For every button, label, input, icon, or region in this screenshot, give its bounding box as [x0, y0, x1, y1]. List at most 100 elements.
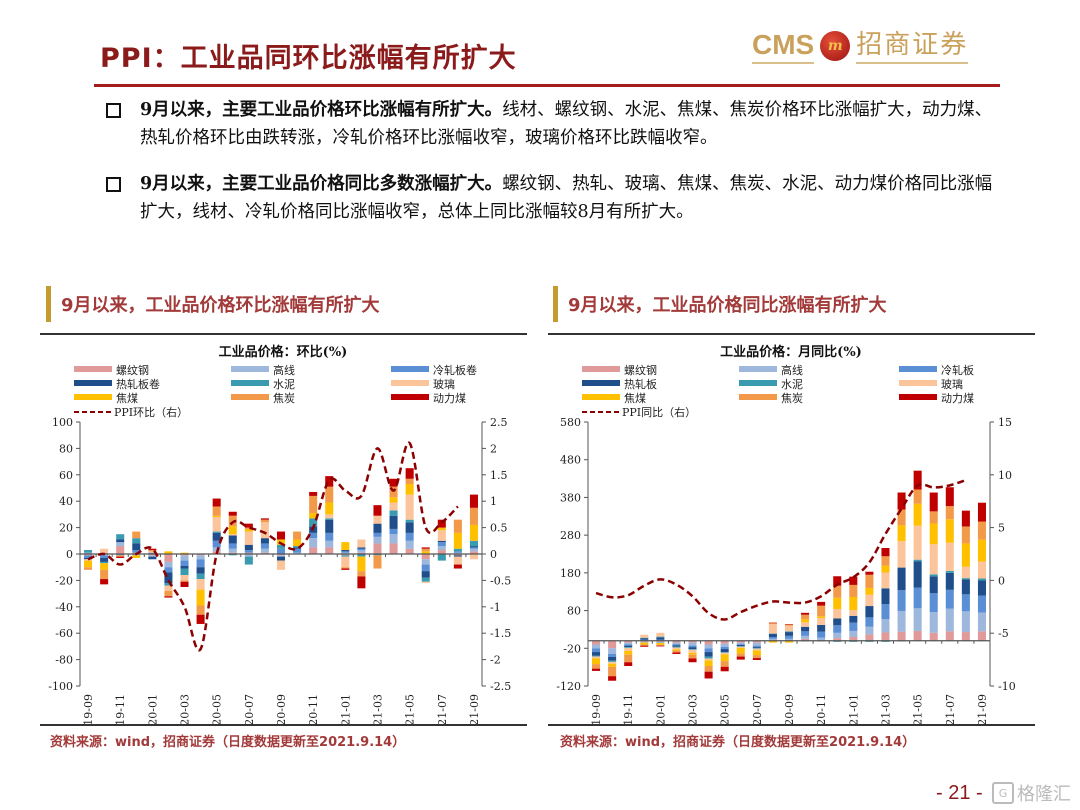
panel-heading-left: 9月以来，工业品价格环比涨幅有所扩大: [46, 286, 380, 322]
bar-segment: [736, 640, 745, 643]
bar-segment: [309, 547, 318, 554]
y-tick-label: -60: [55, 627, 73, 640]
bar-segment: [768, 622, 777, 624]
bar-segment: [817, 637, 826, 640]
bar-segment: [212, 515, 221, 518]
bar-segment: [720, 661, 729, 667]
legend-swatch: [899, 366, 937, 372]
bar-segment: [389, 510, 398, 516]
x-tick-label: 21-05: [404, 694, 417, 726]
bar-segment: [688, 658, 697, 663]
bar-segment: [897, 509, 906, 526]
bar-segment: [373, 543, 382, 554]
bar-segment: [977, 578, 986, 581]
legend-swatch: [391, 394, 429, 400]
y2-tick-label: 10: [998, 469, 1012, 482]
bar-segment: [437, 530, 446, 541]
bar-segment: [945, 542, 954, 571]
bar-segment: [977, 612, 986, 632]
bar-segment: [704, 671, 713, 679]
bullet-bold: 9月以来，主要工业品价格同比多数涨幅扩大。: [140, 174, 503, 194]
bar-segment: [453, 548, 462, 552]
bar-segment: [196, 559, 205, 568]
bar-segment: [421, 547, 430, 549]
bar-segment: [640, 634, 649, 638]
bar-segment: [945, 506, 954, 520]
bar-segment: [881, 604, 890, 620]
bar-segment: [164, 596, 173, 598]
bar-segment: [784, 638, 794, 640]
bar-segment: [736, 644, 745, 647]
bar-segment: [341, 554, 350, 556]
bar-segment: [704, 660, 713, 667]
bar-segment: [196, 614, 205, 624]
y2-tick-label: -0.5: [490, 574, 511, 587]
bar-segment: [357, 552, 366, 554]
legend-item: PPI同比（右）: [582, 405, 696, 419]
bar-segment: [961, 566, 970, 579]
page-title: PPI：工业品同环比涨幅有所扩大: [100, 43, 517, 74]
bar-segment: [260, 538, 269, 544]
bar-segment: [244, 556, 253, 565]
bar-segment: [865, 617, 874, 627]
bar-segment: [116, 554, 125, 556]
bar-segment: [961, 510, 970, 527]
bar-segment: [768, 640, 777, 643]
bar-segment: [640, 637, 649, 639]
bar-segment: [752, 642, 761, 646]
bar-segment: [656, 636, 665, 638]
bar-segment: [801, 638, 810, 641]
bar-segment: [405, 478, 414, 485]
bar-segment: [453, 552, 462, 554]
legend-swatch: [391, 366, 429, 372]
bar-segment: [704, 656, 713, 659]
bar-segment: [212, 517, 221, 532]
bar-segment: [977, 502, 986, 522]
bar-segment: [244, 550, 253, 553]
bar-segment: [244, 531, 253, 545]
bar-segment: [260, 522, 269, 539]
x-tick-label: 21-01: [847, 694, 860, 726]
bar-segment: [592, 658, 601, 665]
legend-swatch: [391, 380, 429, 386]
x-tick-label: 20-09: [783, 694, 796, 726]
bar-segment: [961, 543, 970, 567]
bar-segment: [453, 532, 462, 549]
bar-segment: [180, 560, 189, 566]
bar-segment: [437, 527, 446, 531]
bar-segment: [228, 554, 237, 556]
bar-segment: [437, 550, 446, 554]
bullet-list: 9月以来，主要工业品价格环比涨幅有所扩大。线材、螺纹钢、水泥、焦煤、焦炭价格环比…: [104, 96, 1004, 244]
bar-segment: [212, 531, 221, 533]
x-tick-label: 20-03: [687, 694, 700, 726]
bar-segment: [801, 619, 810, 623]
legend-item: 水泥: [739, 378, 803, 391]
bar-segment: [977, 595, 986, 613]
x-tick-label: 21-01: [339, 694, 352, 726]
panel-rule: [548, 333, 1035, 335]
bar-segment: [116, 556, 125, 558]
legend-item: 焦炭: [231, 392, 295, 405]
bar-segment: [929, 632, 938, 641]
bar-segment: [881, 547, 890, 557]
bar-segment: [849, 636, 858, 641]
legend-item: PPI环比（右）: [74, 405, 188, 419]
bar-segment: [260, 543, 269, 549]
bar-segment: [945, 487, 954, 507]
bar-segment: [389, 478, 398, 487]
bar-segment: [945, 519, 954, 543]
bar-segment: [881, 565, 890, 573]
square-bullet-icon: [106, 103, 121, 118]
bar-segment: [389, 502, 398, 511]
cms-logo: CMS m 招商证券: [752, 28, 969, 64]
y2-tick-label: -1: [490, 601, 501, 614]
bar-segment: [608, 663, 617, 667]
bar-segment: [180, 568, 189, 576]
bar-segment: [929, 544, 938, 575]
bar-segment: [469, 507, 478, 525]
bar-segment: [768, 638, 777, 640]
bar-segment: [357, 571, 366, 577]
legend-label: 焦炭: [781, 392, 803, 405]
bar-segment: [801, 622, 810, 627]
bar-segment: [293, 547, 302, 549]
